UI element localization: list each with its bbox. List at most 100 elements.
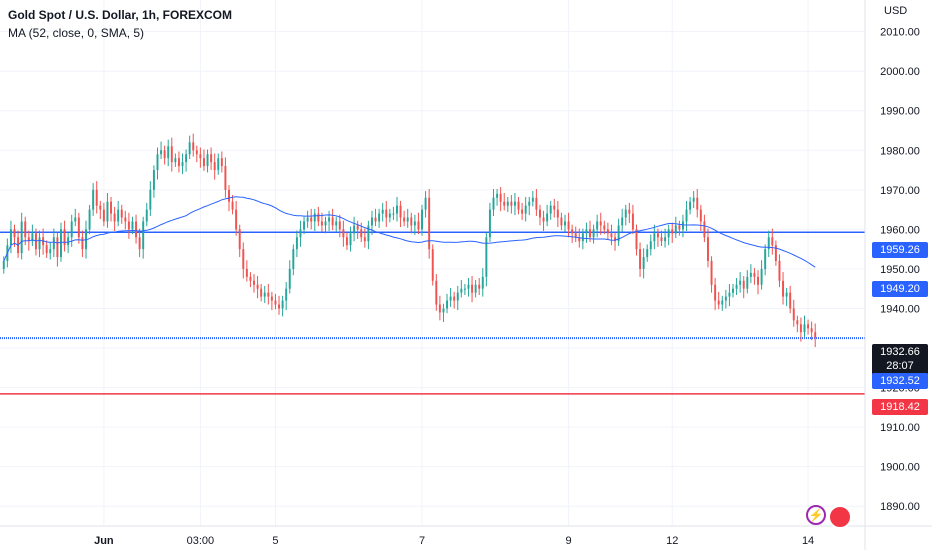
chart-legend: Gold Spot / U.S. Dollar, 1h, FOREXCOM MA… [8, 6, 232, 42]
candle-body [106, 201, 109, 222]
candle-body [639, 249, 642, 269]
ma-price-badge: 1949.20 [872, 281, 928, 297]
candle-body [253, 280, 255, 285]
candle-body [388, 213, 391, 218]
candle-body [31, 233, 34, 242]
candle-body [245, 268, 248, 277]
currency-label[interactable]: USD [884, 5, 908, 17]
candle-body [771, 237, 774, 246]
candle-body [635, 229, 638, 250]
candle-body [263, 292, 266, 297]
candle-body [599, 221, 602, 226]
candle-body [742, 280, 745, 289]
candle-body [506, 201, 509, 206]
candle-body [656, 233, 659, 238]
candle-body [313, 213, 316, 222]
candle-body [782, 280, 785, 297]
candle-body [767, 237, 770, 250]
candle-body [753, 272, 756, 277]
candle-body [810, 328, 813, 333]
event-icons[interactable]: ⚡ [806, 505, 852, 529]
candle-body [170, 146, 173, 163]
candle-body [331, 217, 334, 226]
candle-body [67, 237, 70, 246]
candle-body [463, 288, 466, 290]
candle-body [267, 292, 270, 297]
candle-body [210, 154, 213, 163]
candle-body [228, 189, 230, 202]
candle-body [120, 209, 123, 218]
candle-body [564, 221, 566, 226]
candle-body [799, 324, 802, 333]
candle-body [449, 296, 452, 301]
candle-body [24, 221, 27, 238]
candle-body [521, 209, 524, 214]
candle-body [664, 237, 667, 242]
candle-body [807, 324, 810, 329]
candle-body [177, 158, 180, 167]
time-tick-label: 5 [272, 535, 278, 547]
candle-body [156, 154, 159, 171]
candle-body [231, 201, 234, 210]
price-tick-label: 1940.00 [880, 303, 920, 315]
indicator-label[interactable]: MA (52, close, 0, SMA, 5) [8, 26, 145, 40]
candle-body [135, 221, 138, 238]
candle-body [292, 249, 295, 269]
candle-body [739, 280, 742, 285]
candle-body [202, 158, 205, 167]
candle-body [138, 237, 141, 250]
candle-body [424, 197, 427, 210]
candle-body [724, 296, 727, 301]
candle-body [303, 221, 306, 230]
price-tick-label: 1960.00 [880, 224, 920, 236]
candle-body [681, 221, 684, 230]
candle-body [285, 288, 288, 301]
candle-body [378, 213, 381, 222]
candle-body [732, 288, 734, 293]
candle-body [81, 237, 84, 250]
candle-body [152, 170, 155, 190]
candle-body [671, 229, 674, 234]
us-flag-icon[interactable] [828, 505, 852, 529]
candle-body [124, 217, 127, 222]
grid [0, 0, 865, 526]
time-tick-label: Jun [94, 535, 114, 547]
candle-body [95, 189, 98, 206]
candle-body [110, 201, 113, 214]
lightning-icon[interactable]: ⚡ [806, 505, 826, 525]
candle-body [596, 221, 599, 230]
candle-body [696, 197, 699, 210]
price-axis[interactable]: 1890.001900.001910.001920.001930.001940.… [864, 0, 920, 550]
candlesticks [2, 133, 817, 348]
candle-body [63, 229, 66, 246]
candle-body [381, 209, 384, 214]
candle-body [456, 292, 459, 301]
candle-body [446, 300, 449, 309]
candle-body [349, 233, 352, 246]
candle-body [117, 209, 120, 222]
candle-body [131, 221, 134, 230]
candle-body [317, 213, 320, 222]
candle-body [403, 217, 406, 222]
candle-body [145, 209, 148, 222]
candle-body [535, 197, 538, 210]
candle-body [174, 158, 177, 163]
candle-body [181, 162, 184, 167]
price-tick-label: 1900.00 [880, 462, 920, 474]
candle-body [338, 221, 341, 230]
candle-body [674, 225, 677, 234]
moving-average-line [3, 196, 816, 268]
candle-body [149, 189, 152, 210]
candle-body [188, 142, 191, 155]
candle-body [478, 284, 481, 289]
price-tick-label: 1990.00 [880, 106, 920, 118]
candle-body [367, 225, 370, 242]
candle-body [85, 229, 87, 250]
candle-body [649, 241, 652, 250]
candle-body [410, 217, 413, 226]
symbol-title[interactable]: Gold Spot / U.S. Dollar, 1h, FOREXCOM [8, 8, 233, 22]
time-tick-label: 14 [802, 535, 814, 547]
bar-countdown: 28:07 [886, 360, 914, 372]
